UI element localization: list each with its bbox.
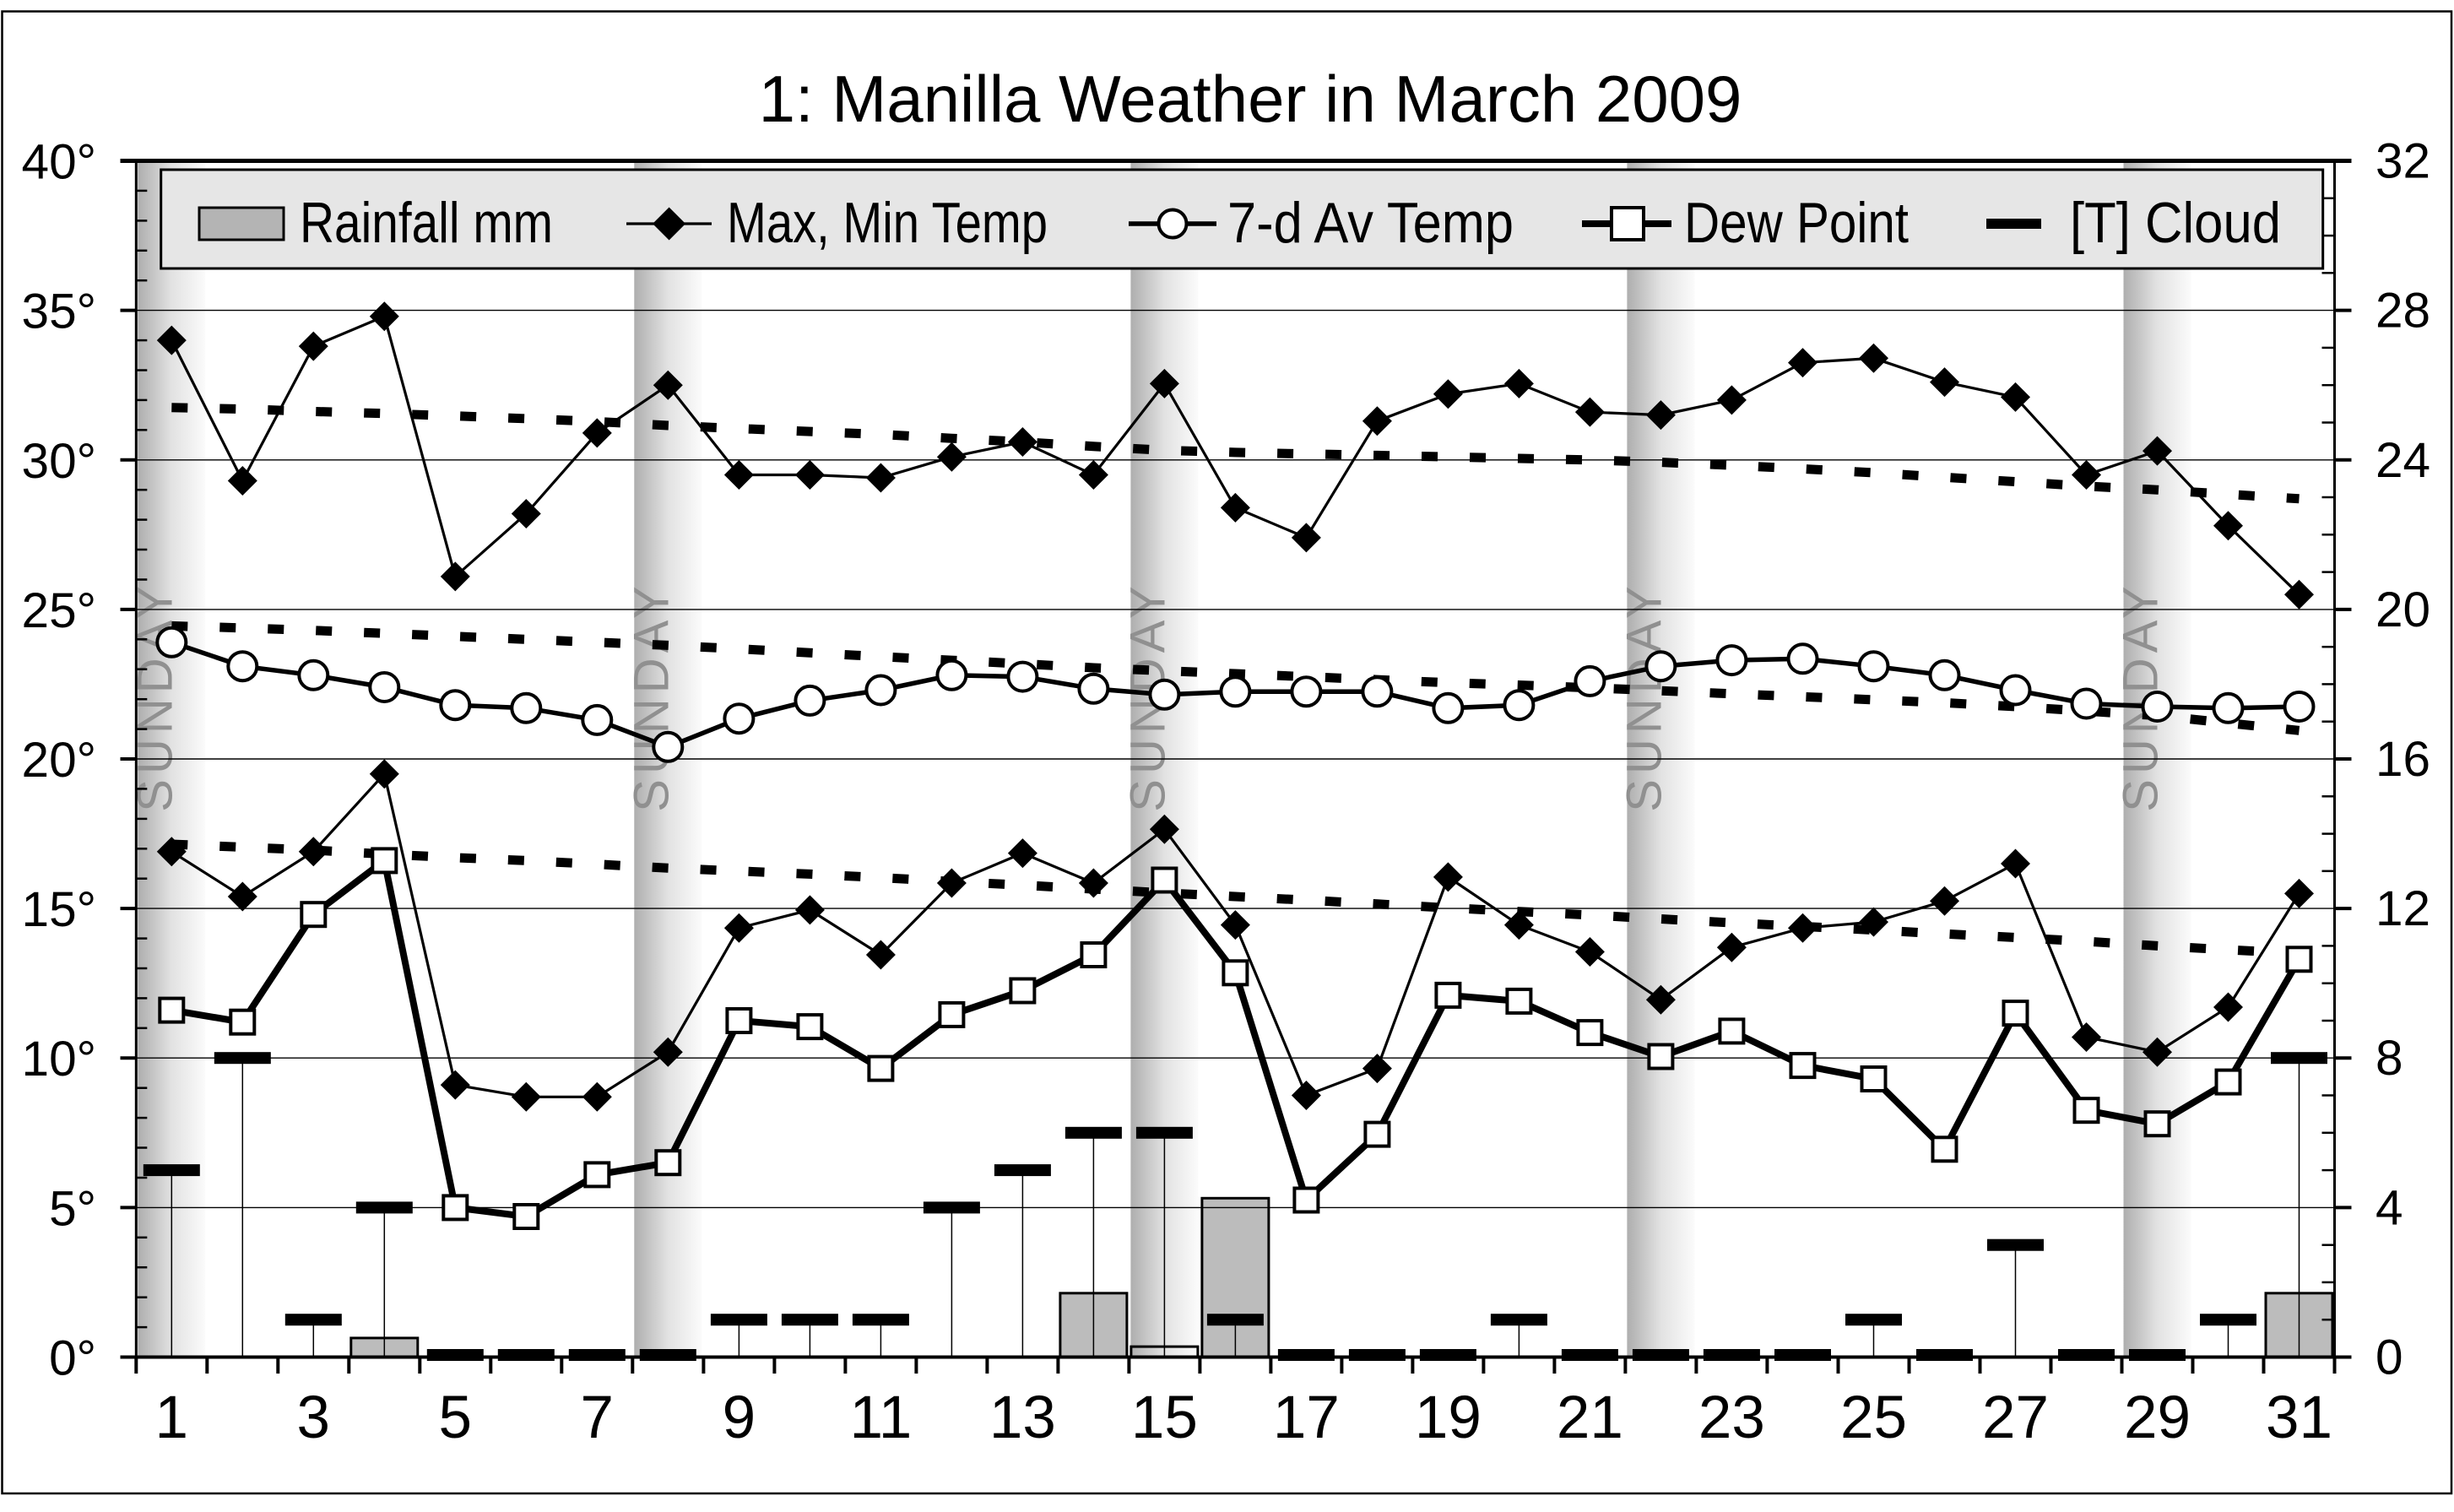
svg-text:20: 20 [2375, 583, 2430, 637]
svg-text:[T] Cloud: [T] Cloud [2070, 191, 2281, 255]
svg-text:24: 24 [2375, 433, 2430, 488]
svg-text:17: 17 [1273, 1385, 1340, 1451]
svg-text:32: 32 [2375, 134, 2430, 189]
svg-text:29: 29 [2124, 1385, 2191, 1451]
svg-text:12: 12 [2375, 881, 2430, 936]
svg-text:1: 1 [155, 1385, 189, 1451]
svg-text:3: 3 [297, 1385, 331, 1451]
svg-text:1: Manilla Weather in March 20: 1: Manilla Weather in March 2009 [759, 62, 1742, 136]
svg-text:Dew Point: Dew Point [1684, 191, 1909, 255]
svg-text:Max, Min Temp: Max, Min Temp [727, 191, 1048, 255]
svg-text:Rainfall mm: Rainfall mm [300, 191, 553, 255]
svg-text:40°: 40° [22, 135, 96, 190]
svg-text:SUNDAY: SUNDAY [624, 581, 679, 811]
svg-text:25°: 25° [22, 583, 96, 638]
svg-text:13: 13 [989, 1385, 1056, 1451]
svg-text:31: 31 [2266, 1385, 2332, 1451]
svg-text:0: 0 [2375, 1330, 2403, 1385]
svg-text:4: 4 [2375, 1180, 2403, 1235]
svg-text:5°: 5° [49, 1181, 96, 1236]
svg-text:25: 25 [1840, 1385, 1907, 1451]
svg-text:15°: 15° [22, 882, 96, 937]
svg-text:7: 7 [581, 1385, 615, 1451]
svg-text:SUNDAY: SUNDAY [1617, 581, 1671, 811]
svg-text:21: 21 [1557, 1385, 1623, 1451]
svg-text:11: 11 [850, 1385, 913, 1451]
svg-text:28: 28 [2375, 284, 2430, 339]
svg-text:8: 8 [2375, 1031, 2403, 1086]
svg-text:10°: 10° [22, 1032, 96, 1087]
svg-text:7-d Av Temp: 7-d Av Temp [1227, 191, 1514, 255]
svg-text:5: 5 [439, 1385, 473, 1451]
svg-text:27: 27 [1982, 1385, 2049, 1451]
svg-text:19: 19 [1415, 1385, 1482, 1451]
svg-text:23: 23 [1698, 1385, 1765, 1451]
svg-text:30°: 30° [22, 434, 96, 489]
svg-text:35°: 35° [22, 285, 96, 339]
svg-text:9: 9 [723, 1385, 756, 1451]
svg-text:16: 16 [2375, 732, 2430, 787]
svg-text:20°: 20° [22, 733, 96, 788]
svg-text:0°: 0° [49, 1331, 96, 1386]
svg-text:15: 15 [1131, 1385, 1198, 1451]
